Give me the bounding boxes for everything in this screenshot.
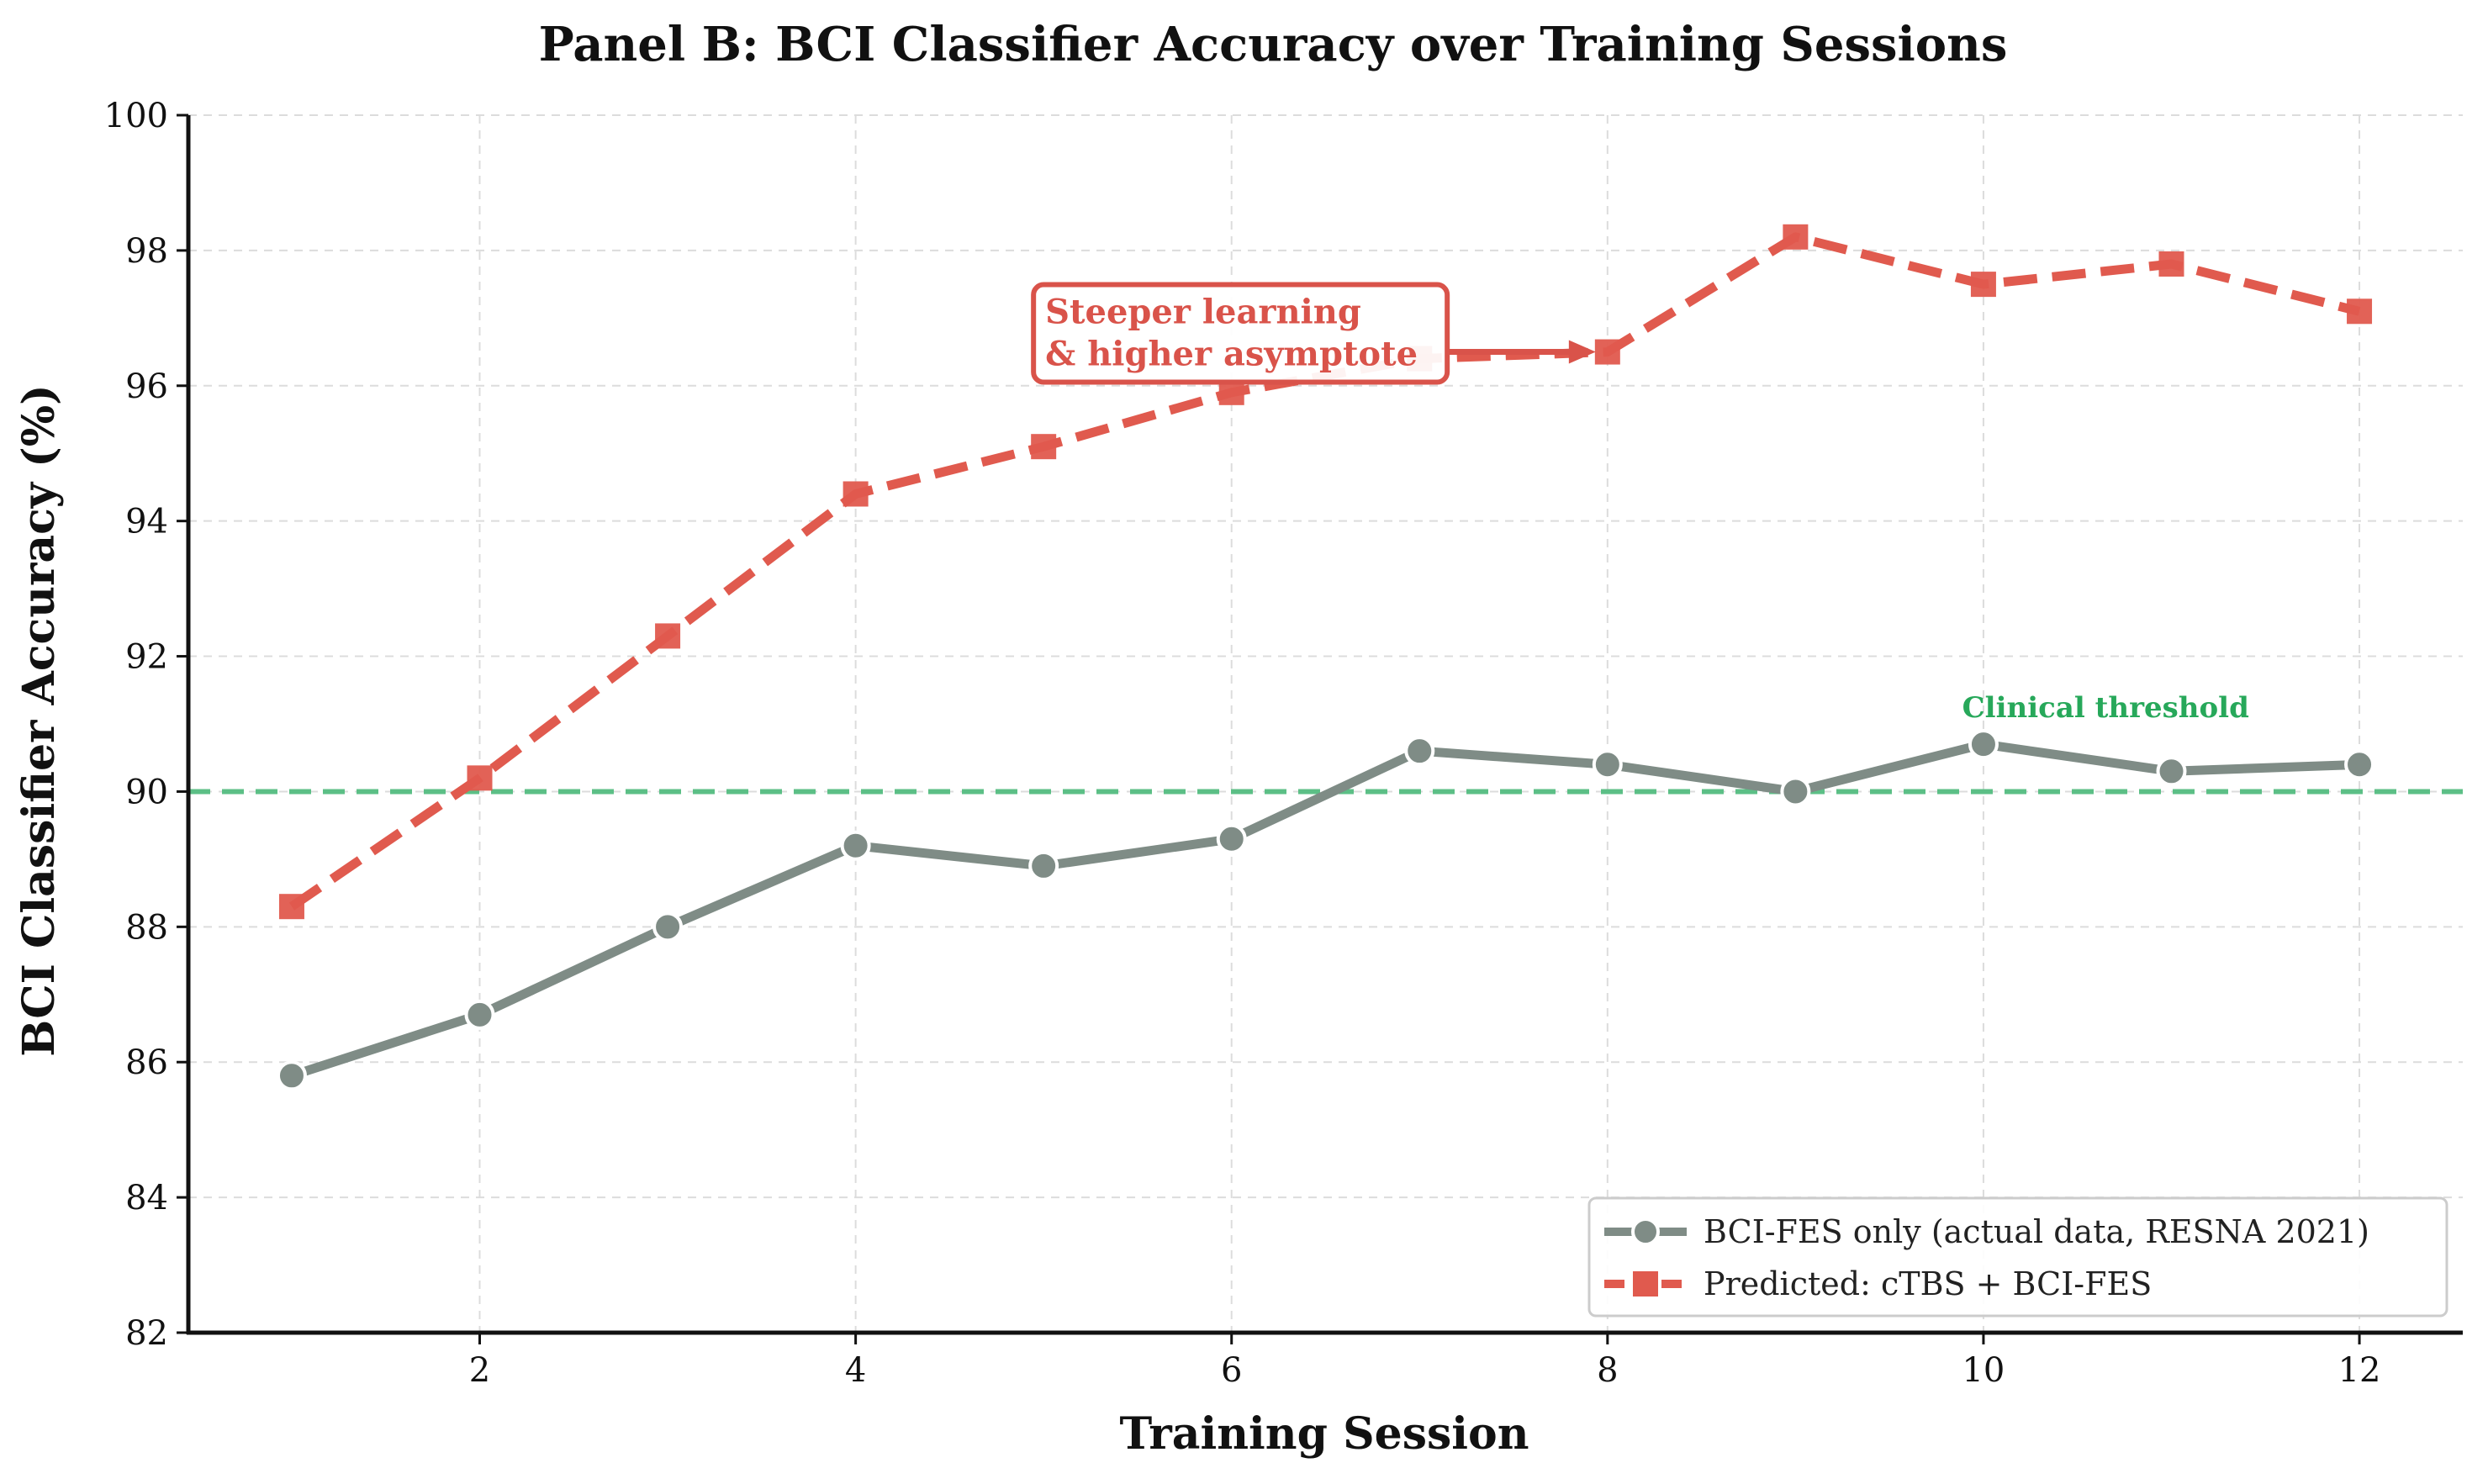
data-point [1783,224,1809,250]
y-tick-label: 94 [125,503,168,541]
legend-label: Predicted: cTBS + BCI-FES [1704,1265,2152,1302]
data-point [1780,776,1811,807]
data-point [467,765,493,791]
data-point [1968,729,1999,760]
data-point [1970,272,1996,298]
x-tick-label: 6 [1221,1351,1242,1390]
legend: BCI-FES only (actual data, RESNA 2021) Pr… [1587,1196,2448,1318]
y-axis-label: BCI Classifier Accuracy (%) [13,384,65,1056]
threshold-label: Clinical threshold [1962,691,2249,725]
data-point [276,1060,307,1091]
y-tick-label: 88 [125,908,168,947]
x-tick-label: 10 [1962,1351,2005,1390]
data-point [2156,756,2187,787]
data-point [840,830,871,861]
data-point [1028,850,1059,881]
y-tick-label: 92 [125,638,168,677]
ticks: 2 4 6 8 10 12 82 84 86 88 90 92 94 96 98 100 [104,97,2381,1390]
x-axis-label: Training Session [1119,1408,1529,1460]
data-point [2344,749,2375,780]
data-point [2158,251,2184,277]
y-tick-label: 90 [125,773,168,811]
data-point [652,911,684,943]
data-point [1031,434,1057,460]
data-point [2347,298,2373,325]
annotation-box [1031,282,1450,385]
legend-box [1587,1196,2448,1318]
x-tick-label: 12 [2338,1351,2381,1390]
series-line [290,739,2360,1080]
annotation-group: Steeper learning& higher asymptote [1031,282,1596,385]
legend-entry: BCI-FES only (actual data, RESNA 2021) [1604,1213,2369,1250]
data-point [1592,749,1623,780]
data-point [464,999,495,1030]
legend-marker [1631,1217,1660,1246]
annotation-arrow-head [1568,340,1596,364]
data-point [278,894,304,920]
legend-label: BCI-FES only (actual data, RESNA 2021) [1704,1213,2369,1250]
data-point [655,623,681,649]
y-tick-label: 86 [125,1043,168,1082]
y-tick-label: 98 [125,232,168,271]
data-point [1216,823,1247,854]
annotation-text: & higher asymptote [1045,335,1418,374]
y-tick-label: 100 [104,97,168,135]
x-tick-label: 8 [1597,1351,1618,1390]
annotation-text: Steeper learning [1045,293,1361,332]
legend-entry: Predicted: cTBS + BCI-FES [1604,1265,2152,1302]
series-1 [276,729,2375,1091]
data-point [1404,736,1435,767]
data-point [1594,339,1620,365]
threshold-group: Clinical threshold [188,691,2463,795]
y-tick-label: 96 [125,367,168,406]
y-tick-label: 84 [125,1179,168,1217]
data-point [843,481,869,507]
axes [186,115,2463,1335]
x-tick-label: 2 [469,1351,490,1390]
legend-marker [1633,1271,1658,1297]
chart-title: Panel B: BCI Classifier Accuracy over Tr… [539,17,2008,72]
y-tick-label: 82 [125,1314,168,1353]
x-tick-label: 4 [845,1351,866,1390]
